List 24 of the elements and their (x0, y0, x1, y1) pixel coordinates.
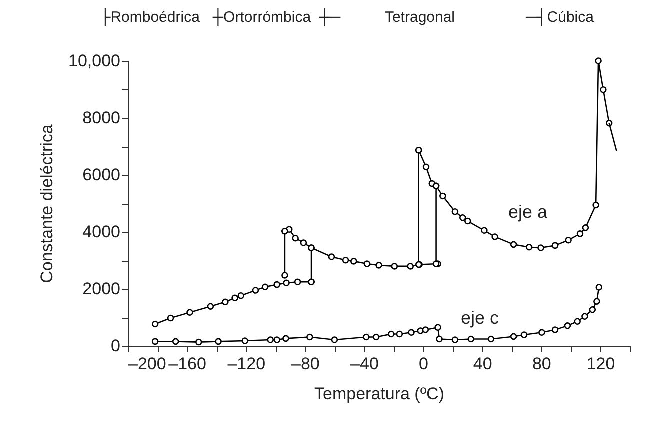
y-tick-label: 8000 (82, 108, 120, 128)
text: ├Romboédrica (100, 8, 201, 27)
y-tick-label: 0 (111, 336, 120, 356)
y-tick-label: 10,000 (68, 52, 120, 70)
x-tick-label: –80 (291, 354, 320, 374)
text: ┼Ortorrómbica (212, 8, 312, 27)
x-tick-label: –120 (228, 354, 266, 374)
text: ─┤Cúbica (525, 8, 595, 27)
x-tick-label: –200 (128, 354, 166, 374)
text: ┼─ (318, 8, 341, 27)
annotation: eje c (460, 308, 500, 328)
x-tick-label: 40 (473, 354, 492, 374)
x-tick-label: 0 (419, 354, 429, 374)
y-axis-title: Constante dieléctrica (38, 124, 57, 284)
x-tick-label: –40 (350, 354, 379, 374)
x-tick-label: 120 (586, 354, 616, 374)
annotation: eje a (508, 202, 548, 222)
y-tick-label: 2000 (82, 280, 120, 298)
x-axis-title: Temperatura (ºC) (314, 384, 444, 404)
x-tick-label: –160 (168, 354, 206, 374)
y-tick-label: 4000 (82, 222, 120, 242)
text: Tetragonal (384, 9, 456, 26)
y-tick-label: 6000 (82, 166, 120, 184)
x-tick-label: 80 (532, 354, 552, 374)
